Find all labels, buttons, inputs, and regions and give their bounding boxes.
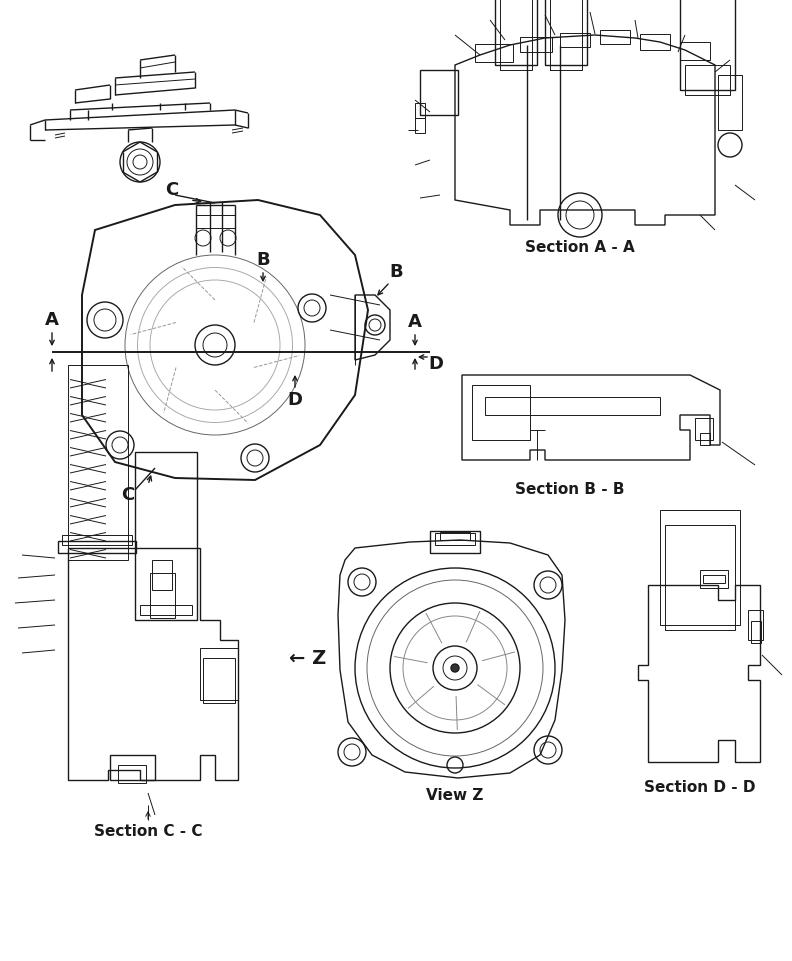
Bar [700, 570, 728, 588]
Bar [660, 510, 740, 625]
Bar [665, 525, 735, 630]
Bar [62, 535, 132, 545]
Bar [695, 418, 713, 440]
Bar [680, 42, 710, 60]
Bar [545, 0, 587, 65]
Bar [550, 0, 582, 70]
Bar [203, 658, 235, 703]
Text: A: A [45, 311, 59, 329]
Text: View Z: View Z [426, 787, 484, 802]
Text: B: B [256, 251, 270, 269]
Bar [440, 532, 470, 540]
Bar [560, 33, 590, 47]
Bar [152, 560, 172, 590]
Bar [110, 755, 155, 780]
Bar [718, 75, 742, 130]
Bar [751, 621, 761, 643]
Bar [520, 37, 552, 52]
Text: ← Z: ← Z [289, 649, 326, 668]
Bar [500, 0, 532, 70]
Text: Section C - C: Section C - C [93, 825, 202, 840]
Bar [420, 70, 458, 115]
Bar [640, 34, 670, 50]
Bar [748, 610, 763, 640]
Bar [415, 103, 425, 118]
Text: A: A [408, 313, 422, 331]
Bar [140, 605, 192, 615]
Text: D: D [287, 391, 303, 409]
Bar [435, 533, 475, 545]
Text: Section D - D: Section D - D [644, 780, 756, 796]
Bar [685, 65, 730, 95]
Bar [135, 452, 197, 620]
Bar [472, 385, 530, 440]
Bar [700, 433, 710, 445]
Text: B: B [389, 263, 403, 281]
Bar [600, 30, 630, 44]
Bar [475, 44, 513, 62]
Bar [68, 365, 128, 560]
Text: Section B - B: Section B - B [516, 482, 625, 498]
Text: C: C [121, 486, 135, 504]
Bar [703, 575, 725, 583]
Circle shape [451, 664, 459, 672]
Bar [118, 765, 146, 783]
Text: C: C [166, 181, 179, 199]
Bar [495, 0, 537, 65]
Bar [415, 118, 425, 133]
Bar [58, 541, 136, 553]
Bar [680, 0, 735, 90]
Bar [200, 648, 238, 700]
Bar [485, 397, 660, 415]
Text: Section A - A: Section A - A [525, 240, 635, 256]
Text: D: D [428, 355, 444, 373]
Bar [430, 531, 480, 553]
Bar [150, 573, 175, 618]
